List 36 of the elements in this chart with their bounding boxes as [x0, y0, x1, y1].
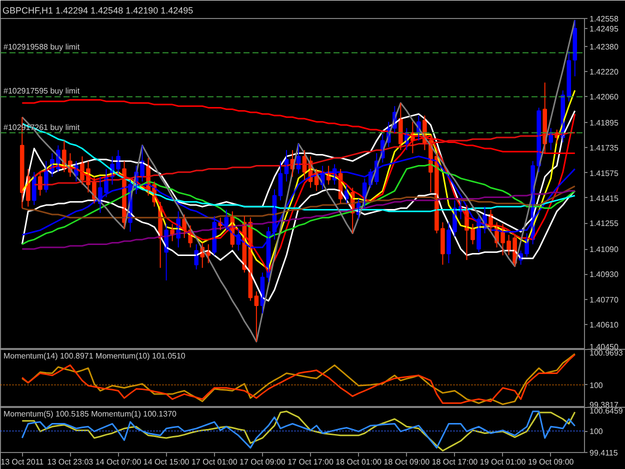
y-tick-label: 1.41895 — [590, 118, 619, 128]
x-tick-label: 14 Oct 15:00 — [143, 458, 190, 466]
y-tick-label: 1.41575 — [590, 168, 619, 178]
y-tick-label: 100 — [590, 427, 604, 436]
y-tick-label: 1.42495 — [590, 24, 619, 34]
y-tick-label: 1.42558 — [590, 14, 619, 24]
y-tick-label: 1.42220 — [590, 68, 619, 77]
x-tick-label: 19 Oct 01:00 — [480, 458, 526, 466]
y-tick-label: 1.40610 — [590, 320, 619, 330]
x-tick-label: 17 Oct 09:00 — [240, 458, 286, 466]
ref-line-label: #102919588 buy limit — [4, 42, 80, 52]
y-tick-label: 1.40930 — [590, 270, 619, 280]
x-tick-label: 13 Oct 23:03 — [47, 458, 94, 466]
y-tick-label: 1.41735 — [590, 144, 619, 153]
y-tick-label: 100.6459 — [590, 406, 624, 416]
x-tick-label: 17 Oct 01:00 — [191, 458, 238, 466]
x-tick-label: 18 Oct 17:00 — [432, 458, 478, 466]
x-tick-label: 18 Oct 09:00 — [384, 458, 430, 466]
x-tick-label: 19 Oct 09:00 — [528, 458, 574, 466]
y-tick-label: 1.41090 — [590, 245, 619, 254]
x-tick-label: 13 Oct 2011 — [0, 458, 44, 466]
chart-title: GBPCHF,H1 1.42294 1.42548 1.42190 1.42495 — [2, 6, 194, 16]
x-tick-label: 17 Oct 17:00 — [288, 458, 334, 466]
y-tick-label: 1.40770 — [590, 295, 619, 304]
x-tick-label: 18 Oct 01:00 — [336, 458, 382, 466]
y-tick-label: 99.4115 — [590, 448, 618, 458]
y-tick-label: 100 — [590, 380, 604, 390]
y-tick-label: 1.42060 — [590, 92, 619, 102]
chart-title: Momentum(14) 100.8971 Momentum(10) 101.0510 — [4, 352, 186, 360]
y-tick-label: 1.41255 — [590, 219, 619, 228]
x-tick-label: 14 Oct 07:00 — [95, 458, 142, 466]
y-tick-label: 1.42380 — [590, 42, 619, 52]
y-tick-label: 100.9693 — [590, 348, 624, 358]
ref-line-label: #102917595 buy limit — [4, 86, 80, 96]
y-tick-label: 1.41415 — [590, 194, 619, 203]
chart-title: Momentum(5) 100.5185 Momentum(1) 100.1370 — [4, 410, 178, 418]
